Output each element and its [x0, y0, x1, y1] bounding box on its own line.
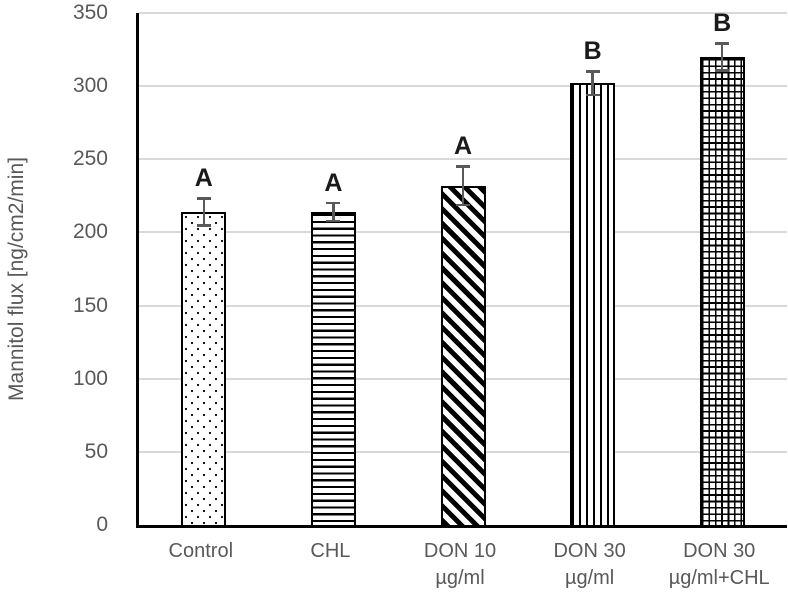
- error-bar-stem: [332, 201, 335, 223]
- error-bar: [326, 201, 341, 223]
- significance-letter: A: [453, 132, 473, 161]
- error-bar-cap-bottom: [715, 69, 730, 72]
- y-tick-label: 150: [72, 293, 108, 317]
- x-tick-label-line: DON 30: [683, 540, 756, 562]
- plot-area: A A A B B: [136, 9, 787, 528]
- error-bar-cap-bottom: [585, 93, 600, 97]
- bar: [570, 83, 616, 525]
- error-bar: [585, 70, 600, 97]
- y-tick-label: 300: [72, 74, 108, 98]
- bar: [440, 185, 486, 525]
- x-tick-label: DON 10 µg/ml: [385, 538, 535, 592]
- x-tick-label-line: µg/ml: [435, 567, 485, 589]
- x-tick-label: DON 30 µg/ml+CHL: [644, 538, 788, 592]
- bar: [699, 56, 745, 525]
- significance-letter: B: [583, 37, 602, 66]
- error-bar: [456, 165, 470, 207]
- error-bar-cap-top: [585, 70, 600, 73]
- bar: [181, 211, 227, 525]
- error-bar-cap-top: [456, 165, 470, 168]
- x-tick-label-line: DON 30: [553, 540, 626, 562]
- bar: [310, 211, 356, 525]
- error-bar-cap-top: [326, 201, 341, 205]
- error-bar-stem: [202, 197, 206, 227]
- x-tick-label-line: Control: [168, 540, 234, 562]
- x-tick-label: Control: [126, 538, 276, 565]
- x-tick-label-line: DON 10: [423, 540, 497, 562]
- error-bar-cap-top: [196, 197, 211, 200]
- y-tick-label: 250: [72, 147, 108, 171]
- x-tick-label-line: CHL: [310, 540, 351, 562]
- error-bar-cap-bottom: [196, 224, 211, 227]
- significance-letter: A: [324, 168, 343, 197]
- x-tick-label-line: µg/ml: [564, 567, 615, 589]
- error-bar-cap-bottom: [456, 203, 470, 207]
- y-tick-label: 350: [72, 1, 108, 24]
- error-bar: [196, 197, 211, 227]
- y-tick-label: 0: [96, 513, 108, 536]
- x-tick-label: DON 30 µg/ml: [515, 538, 665, 592]
- error-bar-cap-top: [715, 42, 730, 45]
- x-tick-label: CHL: [255, 538, 405, 565]
- x-tick-label-line: µg/ml+CHL: [668, 567, 770, 589]
- error-bar-stem: [591, 70, 594, 97]
- y-tick-label: 50: [84, 439, 108, 463]
- gridline: [139, 85, 787, 88]
- y-tick-label: 100: [72, 366, 108, 390]
- gridline: [139, 158, 787, 161]
- error-bar-stem: [461, 165, 465, 207]
- significance-letter: A: [194, 164, 213, 193]
- y-tick-label: 200: [72, 220, 108, 244]
- error-bar: [715, 42, 730, 72]
- error-bar-stem: [720, 42, 724, 72]
- significance-letter: B: [713, 9, 732, 38]
- gridline: [139, 12, 787, 14]
- error-bar-cap-bottom: [326, 219, 341, 223]
